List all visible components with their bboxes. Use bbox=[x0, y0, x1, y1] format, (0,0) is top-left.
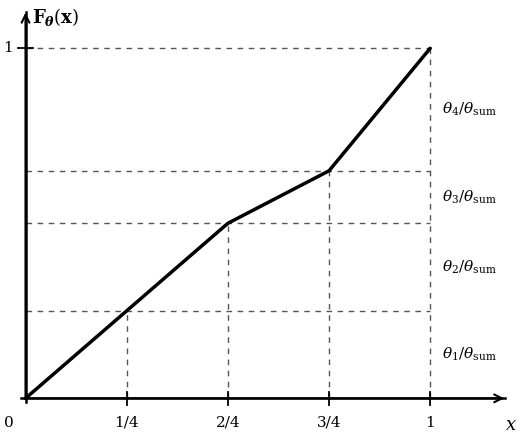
Text: 1/4: 1/4 bbox=[114, 416, 139, 430]
Text: x: x bbox=[506, 416, 516, 434]
Text: 1: 1 bbox=[425, 416, 435, 430]
Text: $\theta_4/\theta_{\rm sum}$: $\theta_4/\theta_{\rm sum}$ bbox=[442, 101, 497, 118]
Text: 1: 1 bbox=[4, 41, 14, 55]
Text: 2/4: 2/4 bbox=[216, 416, 240, 430]
Text: $\mathbf{F}_{\boldsymbol{\theta}}(\mathbf{x})$: $\mathbf{F}_{\boldsymbol{\theta}}(\mathb… bbox=[31, 6, 79, 28]
Text: 0: 0 bbox=[4, 416, 14, 430]
Text: $\theta_3/\theta_{\rm sum}$: $\theta_3/\theta_{\rm sum}$ bbox=[442, 188, 497, 206]
Text: $\theta_1/\theta_{\rm sum}$: $\theta_1/\theta_{\rm sum}$ bbox=[442, 346, 497, 363]
Text: $\theta_2/\theta_{\rm sum}$: $\theta_2/\theta_{\rm sum}$ bbox=[442, 258, 497, 276]
Text: 3/4: 3/4 bbox=[317, 416, 341, 430]
